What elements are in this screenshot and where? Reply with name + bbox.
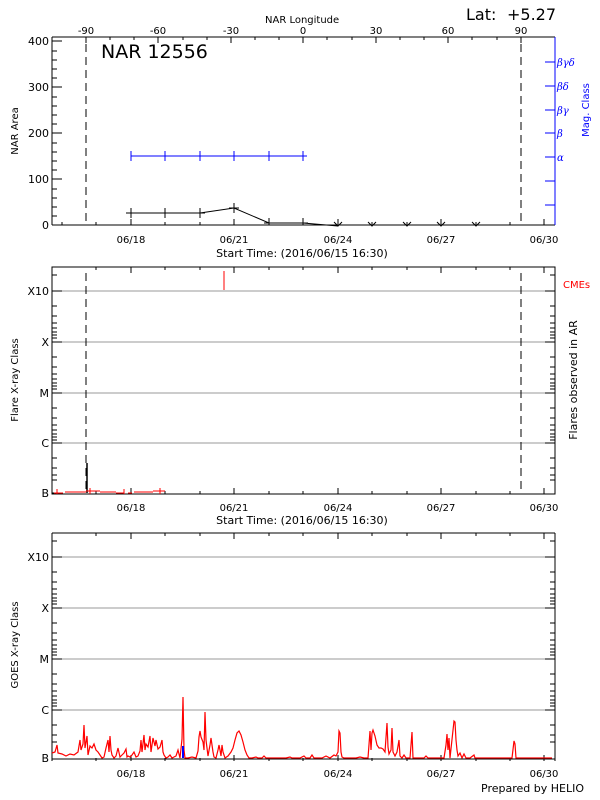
class-tick-label: X — [41, 336, 49, 349]
lon-tick-label: -90 — [78, 26, 94, 37]
mag-tick-label: α — [557, 153, 564, 164]
legend-cmes: CMEs — [563, 280, 590, 291]
panel-goes: B C M X X10 GOES X-ray Class 06/18 06/21… — [10, 532, 584, 795]
area-minor-ticks — [52, 50, 57, 217]
class-tick-label: X10 — [27, 285, 49, 298]
top-axis-title: NAR Longitude — [265, 15, 339, 26]
area-ticks — [52, 40, 62, 226]
panel-flares: B C M X X10 Flare X-ray Class Flares obs… — [10, 266, 590, 527]
date-tick-label: 06/27 — [427, 503, 456, 514]
region-title: NAR 12556 — [101, 41, 208, 63]
mag-tick-label: βδ — [556, 82, 569, 93]
mag-tick-label: βγ — [556, 106, 569, 117]
y2-axis-label-flares-observed: Flares observed in AR — [567, 320, 580, 440]
goes-flux-series — [51, 696, 552, 760]
longitude-ticks — [85, 37, 522, 43]
y2-axis-label-mag-class: Mag. Class — [581, 83, 592, 137]
lon-tick-label: 0 — [300, 26, 306, 37]
date-tick-label: 06/18 — [117, 769, 146, 780]
area-tick-label: 100 — [28, 173, 49, 186]
y-axis-label-goes-class: GOES X-ray Class — [10, 601, 21, 688]
mag-tick-label: β — [556, 129, 563, 140]
area-series — [126, 203, 481, 227]
x-axis-label-start-time: Start Time: (2016/06/15 16:30) — [216, 247, 388, 260]
lon-tick-label: -60 — [150, 26, 166, 37]
lon-tick-label: 90 — [515, 26, 528, 37]
lon-tick-label: -30 — [223, 26, 239, 37]
footer-prepared-by: Prepared by HELIO — [481, 782, 584, 795]
date-tick-label: 06/21 — [220, 235, 249, 246]
date-tick-label: 06/30 — [530, 503, 559, 514]
lon-tick-label: 30 — [370, 26, 383, 37]
class-tick-label: X — [41, 602, 49, 615]
y-axis-label-flare-class: Flare X-ray Class — [10, 338, 21, 422]
date-tick-label: 06/27 — [427, 769, 456, 780]
class-tick-label: M — [40, 387, 50, 400]
area-tick-label: 400 — [28, 35, 49, 48]
area-tick-label: 200 — [28, 127, 49, 140]
date-tick-label: 06/24 — [324, 769, 353, 780]
mag-class-ticks — [545, 61, 555, 206]
class-tick-label: X10 — [27, 551, 49, 564]
area-tick-label: 300 — [28, 81, 49, 94]
date-tick-label: 06/24 — [324, 235, 353, 246]
class-tick-label: B — [41, 487, 49, 500]
mag-class-series — [130, 151, 307, 161]
flare-markers — [54, 488, 165, 494]
class-tick-label: C — [41, 437, 49, 450]
class-tick-label: B — [41, 752, 49, 765]
class-tick-label: C — [41, 704, 49, 717]
date-tick-label: 06/24 — [324, 503, 353, 514]
date-tick-label: 06/18 — [117, 503, 146, 514]
date-tick-label: 06/21 — [220, 503, 249, 514]
area-tick-label: 0 — [42, 219, 49, 232]
lat-value: +5.27 — [507, 5, 556, 24]
mag-tick-label: βγδ — [556, 58, 575, 69]
x-axis-label-start-time: Start Time: (2016/06/15 16:30) — [216, 514, 388, 527]
y-axis-label-nar-area: NAR Area — [10, 107, 21, 154]
panel-nar-area: -90 -60 -30 0 30 60 90 0 100 200 300 400… — [10, 26, 592, 260]
class-tick-label: M — [40, 653, 50, 666]
lat-label: Lat: — [466, 5, 496, 24]
date-tick-label: 06/30 — [530, 235, 559, 246]
date-tick-label: 06/21 — [220, 769, 249, 780]
date-tick-label: 06/27 — [427, 235, 456, 246]
date-tick-label: 06/30 — [530, 769, 559, 780]
date-tick-label: 06/18 — [117, 235, 146, 246]
lon-tick-label: 60 — [442, 26, 455, 37]
